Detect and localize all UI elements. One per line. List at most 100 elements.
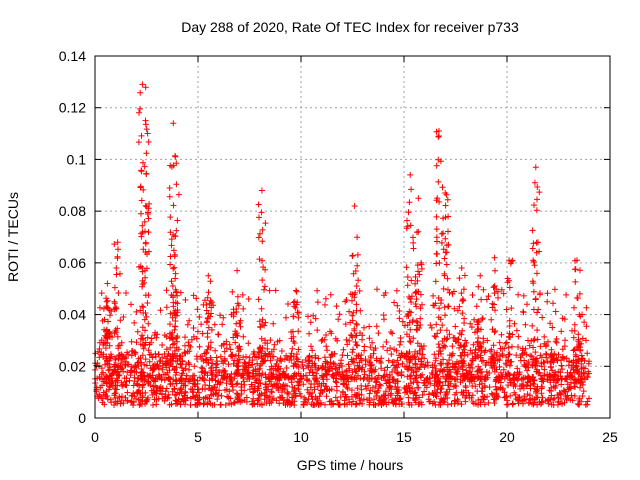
data-point xyxy=(356,365,363,372)
data-point xyxy=(263,381,270,388)
data-point xyxy=(506,376,513,382)
data-point xyxy=(307,319,314,326)
data-point xyxy=(136,109,142,116)
data-point xyxy=(452,382,459,389)
data-point xyxy=(233,320,240,327)
data-point xyxy=(356,391,362,398)
data-point xyxy=(270,346,277,353)
data-point xyxy=(410,395,417,402)
data-point xyxy=(123,290,129,296)
data-point xyxy=(383,339,390,345)
data-point xyxy=(503,339,510,346)
data-point xyxy=(421,363,428,370)
data-point xyxy=(373,357,380,364)
data-point xyxy=(432,374,439,381)
data-point xyxy=(134,375,141,382)
data-point xyxy=(442,235,449,242)
data-point xyxy=(258,335,265,342)
data-point xyxy=(480,396,487,403)
data-point xyxy=(457,379,464,386)
data-point xyxy=(579,393,586,399)
data-point xyxy=(145,205,152,212)
data-point xyxy=(389,359,396,366)
data-point xyxy=(344,341,351,348)
data-point xyxy=(139,268,146,275)
data-point xyxy=(378,365,385,372)
data-point xyxy=(574,295,581,302)
data-point xyxy=(308,401,315,408)
data-point xyxy=(337,393,344,400)
data-point xyxy=(354,262,361,269)
data-point xyxy=(445,361,452,368)
data-point xyxy=(236,343,243,350)
data-point xyxy=(310,372,317,379)
data-point xyxy=(333,387,340,394)
data-point xyxy=(363,385,370,392)
data-point xyxy=(563,291,570,298)
data-point xyxy=(382,392,389,399)
data-point xyxy=(155,351,162,358)
data-point xyxy=(205,310,212,317)
data-point xyxy=(349,253,356,259)
data-point xyxy=(346,365,353,372)
data-point xyxy=(515,371,522,378)
data-point xyxy=(415,356,422,363)
data-point xyxy=(173,181,180,188)
data-point xyxy=(128,301,134,308)
data-point xyxy=(270,320,277,327)
data-point xyxy=(207,297,214,304)
data-point xyxy=(238,387,245,394)
data-point xyxy=(334,397,341,404)
data-point xyxy=(172,357,179,364)
data-point xyxy=(164,353,171,360)
data-point xyxy=(249,389,256,396)
data-point xyxy=(519,347,526,354)
data-point xyxy=(440,366,447,373)
data-point xyxy=(235,352,242,359)
data-point xyxy=(358,386,365,393)
data-point xyxy=(540,359,547,366)
data-point xyxy=(445,286,451,293)
data-point xyxy=(520,400,526,407)
data-point xyxy=(523,351,530,358)
data-point xyxy=(231,399,238,406)
data-point xyxy=(196,374,203,381)
data-point xyxy=(200,395,207,402)
data-point xyxy=(141,218,148,225)
data-point xyxy=(270,365,277,372)
data-point xyxy=(372,402,379,408)
data-point xyxy=(226,341,233,348)
data-point xyxy=(405,366,412,373)
data-point xyxy=(153,334,160,341)
data-point xyxy=(442,392,449,398)
data-point xyxy=(239,291,246,298)
data-point xyxy=(529,245,536,252)
data-point xyxy=(435,314,442,321)
data-point xyxy=(106,333,113,339)
data-point xyxy=(203,301,210,308)
data-point xyxy=(273,397,280,404)
data-point xyxy=(352,401,359,408)
data-point xyxy=(413,303,420,310)
data-point xyxy=(106,364,113,371)
data-point xyxy=(208,304,215,311)
data-point xyxy=(145,347,152,354)
data-point xyxy=(269,396,276,403)
data-point xyxy=(236,356,243,363)
data-point xyxy=(141,341,148,348)
y-tick-label: 0.04 xyxy=(59,307,86,323)
data-point xyxy=(502,340,509,347)
data-point xyxy=(366,358,373,365)
data-point xyxy=(168,236,175,243)
data-point xyxy=(571,376,577,383)
data-point xyxy=(570,347,577,354)
data-point xyxy=(228,352,235,359)
data-point xyxy=(169,341,176,348)
data-point xyxy=(166,185,173,191)
data-point xyxy=(474,375,481,382)
data-point xyxy=(215,378,222,385)
data-point xyxy=(530,258,537,265)
data-point xyxy=(404,274,411,280)
data-point xyxy=(373,375,379,382)
data-point xyxy=(125,351,132,358)
